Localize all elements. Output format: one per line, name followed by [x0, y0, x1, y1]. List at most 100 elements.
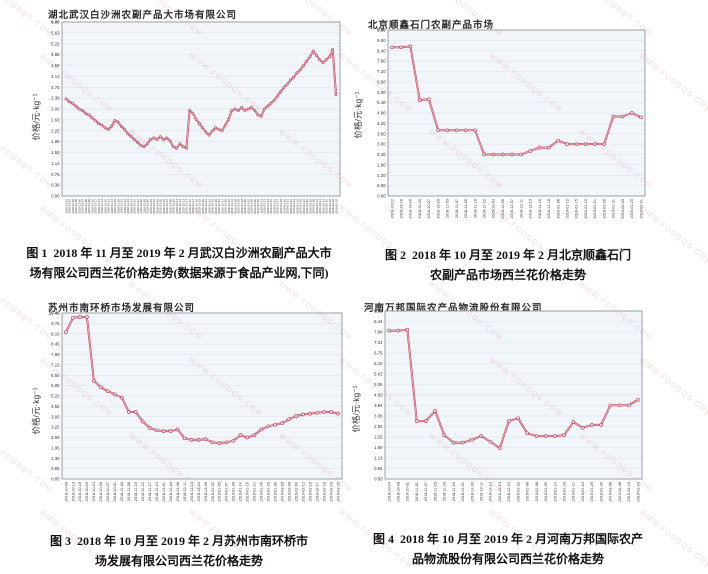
svg-text:0.65: 0.65	[51, 466, 60, 471]
svg-text:2018-11-07: 2018-11-07	[455, 199, 459, 218]
svg-text:2018-10-27: 2018-10-27	[427, 199, 431, 218]
caption-line: 品物流股份有限公司西兰花价格走势	[411, 552, 604, 566]
svg-text:2018-10-20: 2018-10-20	[409, 199, 413, 218]
svg-text:2019-01-05: 2019-01-05	[243, 199, 247, 214]
svg-text:0.00: 0.00	[51, 477, 60, 482]
svg-text:2018-12-21: 2018-12-21	[204, 199, 208, 214]
svg-text:3.38: 3.38	[51, 96, 60, 101]
svg-text:2018-11-26: 2018-11-26	[133, 199, 137, 214]
svg-text:2018-11-01: 2018-11-01	[64, 199, 68, 214]
svg-text:2019-01-29: 2019-01-29	[308, 199, 312, 214]
svg-text:2019-01-14: 2019-01-14	[266, 199, 270, 214]
svg-text:1.30: 1.30	[51, 456, 60, 461]
price-line-chart: 10.40 9.75 9.10 8.45 7.80 7.15 6.50 5.85 5.20 4.5…	[49, 311, 343, 501]
svg-text:2018-12-08: 2018-12-08	[168, 199, 172, 214]
svg-text:2018-12-28: 2018-12-28	[204, 482, 208, 501]
svg-text:2018-12-05: 2018-12-05	[159, 199, 163, 214]
svg-text:2.60: 2.60	[51, 435, 60, 440]
svg-text:6.19: 6.19	[374, 361, 383, 366]
svg-text:2018-12-11: 2018-12-11	[183, 482, 187, 501]
svg-text:4.50: 4.50	[51, 63, 60, 68]
svg-text:2019-01-21: 2019-01-21	[253, 482, 257, 501]
svg-text:2018-12-05: 2018-12-05	[501, 199, 505, 218]
svg-text:2019-01-02: 2019-01-02	[233, 199, 237, 214]
svg-text:2019-01-08: 2019-01-08	[250, 199, 254, 214]
svg-text:2018-11-03: 2018-11-03	[446, 199, 450, 218]
y-axis-label-3: 价格/元·kg⁻¹	[31, 387, 41, 435]
svg-text:6.00: 6.00	[377, 90, 386, 95]
svg-text:2019-01-19: 2019-01-19	[584, 199, 588, 218]
svg-text:2019-01-29: 2019-01-29	[267, 482, 271, 501]
svg-text:4.88: 4.88	[51, 52, 60, 57]
svg-text:6.50: 6.50	[51, 373, 60, 378]
svg-text:2018-12-13: 2018-12-13	[498, 482, 502, 501]
chart-plot-3: 10.40 9.75 9.10 8.45 7.80 7.15 6.50 5.85 5.20 4.5…	[46, 310, 344, 536]
svg-text:2018-12-08: 2018-12-08	[176, 482, 180, 501]
svg-text:1.80: 1.80	[377, 162, 386, 167]
svg-text:4.50: 4.50	[374, 393, 383, 398]
svg-text:2.40: 2.40	[377, 152, 386, 157]
svg-text:2018-12-07: 2018-12-07	[165, 199, 169, 214]
svg-text:2018-11-02: 2018-11-02	[68, 199, 72, 214]
svg-text:9.60: 9.60	[377, 28, 386, 33]
svg-text:2019-02-18: 2019-02-18	[328, 199, 332, 214]
svg-text:2018-11-22: 2018-11-22	[483, 199, 487, 218]
svg-text:8.45: 8.45	[51, 342, 60, 347]
svg-text:2018-11-30: 2018-11-30	[146, 199, 150, 214]
svg-text:2018-12-24: 2018-12-24	[507, 482, 511, 501]
svg-text:10.40: 10.40	[49, 311, 60, 316]
svg-text:7.80: 7.80	[51, 352, 60, 357]
svg-text:2018-11-07: 2018-11-07	[81, 199, 85, 214]
svg-text:2019-01-12: 2019-01-12	[263, 199, 267, 214]
svg-text:2019-02-17: 2019-02-17	[315, 482, 319, 501]
svg-text:2019-01-17: 2019-01-17	[276, 199, 280, 214]
svg-text:2018-10-27: 2018-10-27	[106, 482, 110, 501]
svg-text:2019-01-29: 2019-01-29	[590, 482, 594, 501]
svg-text:2019-02-15: 2019-02-15	[308, 482, 312, 501]
svg-text:2019-01-16: 2019-01-16	[272, 199, 276, 214]
svg-text:2019-01-24: 2019-01-24	[581, 482, 585, 501]
svg-text:2019-02-09: 2019-02-09	[294, 482, 298, 501]
svg-text:2019-01-26: 2019-01-26	[260, 482, 264, 501]
price-line-chart: 6.00 5.63 5.25 4.88 4.50 4.13 3.75 3.38 3.00 2.63…	[51, 20, 341, 214]
svg-text:2018-12-03: 2018-12-03	[169, 482, 173, 501]
figure-3: 苏州市南环桥市场发展有限公司 价格/元·kg⁻¹ 10.40 9.75 9.10 8.…	[28, 296, 350, 536]
svg-text:3.00: 3.00	[377, 142, 386, 147]
svg-text:2018-10-28: 2018-10-28	[397, 482, 401, 501]
chart-title-4: 河南万邦国际农产品物流股份有限公司	[364, 303, 543, 314]
svg-text:2019-01-21: 2019-01-21	[286, 199, 290, 214]
svg-text:5.63: 5.63	[374, 372, 383, 377]
svg-text:2019-01-20: 2019-01-20	[563, 482, 567, 501]
svg-text:2018-11-23: 2018-11-23	[126, 199, 130, 214]
svg-text:2018-11-05: 2018-11-05	[74, 199, 78, 214]
svg-text:2019-01-15: 2019-01-15	[575, 199, 579, 218]
svg-text:3.25: 3.25	[51, 425, 60, 430]
figure-caption-1: 图 1 2018 年 11 月至 2019 年 2 月武汉白沙洲农副产品大市 场…	[12, 243, 346, 283]
svg-text:2019-01-08: 2019-01-08	[535, 482, 539, 501]
figure-1: 湖北武汉白沙洲农副产品大市场有限公司 价格/元·kg⁻¹ 6.00 5.63 5.2…	[28, 4, 350, 242]
svg-text:2.81: 2.81	[374, 424, 383, 429]
svg-text:0.00: 0.00	[51, 194, 60, 199]
svg-text:2018-12-03: 2018-12-03	[492, 199, 496, 218]
svg-text:5.40: 5.40	[377, 100, 386, 105]
svg-text:4.55: 4.55	[51, 404, 60, 409]
svg-text:2018-12-07: 2018-12-07	[510, 199, 514, 218]
chart-plot-4: 9.00 8.44 7.88 7.31 6.75 6.19 5.63 5.06 4.50 3.94…	[360, 308, 654, 536]
svg-text:2019-01-11: 2019-01-11	[259, 199, 263, 214]
svg-text:2018-12-14: 2018-12-14	[185, 199, 189, 214]
svg-text:2019-01-23: 2019-01-23	[292, 199, 296, 214]
svg-text:4.13: 4.13	[51, 74, 60, 79]
svg-text:2018-12-04: 2018-12-04	[155, 199, 159, 214]
svg-text:2019-02-20: 2019-02-20	[331, 199, 335, 214]
svg-text:2018-12-01: 2018-12-01	[149, 199, 153, 214]
figure-caption-3: 图 3 2018 年 10 月至 2019 年 2 月苏州市南环桥市 场发展有限…	[12, 531, 346, 571]
svg-text:2.63: 2.63	[51, 117, 60, 122]
svg-text:2018-12-26: 2018-12-26	[217, 199, 221, 214]
chart-plot-1: 6.00 5.63 5.25 4.88 4.50 4.13 3.75 3.38 3.00 2.63…	[46, 17, 344, 243]
svg-text:2018-11-15: 2018-11-15	[433, 482, 437, 501]
chart-title-2: 北京顺鑫石门农副产品市场	[368, 20, 495, 31]
svg-text:2018-11-10: 2018-11-10	[90, 199, 94, 214]
svg-text:2018-12-13: 2018-12-13	[181, 199, 185, 214]
svg-text:2018-11-17: 2018-11-17	[148, 482, 152, 501]
svg-text:2019-02-13: 2019-02-13	[321, 199, 325, 214]
